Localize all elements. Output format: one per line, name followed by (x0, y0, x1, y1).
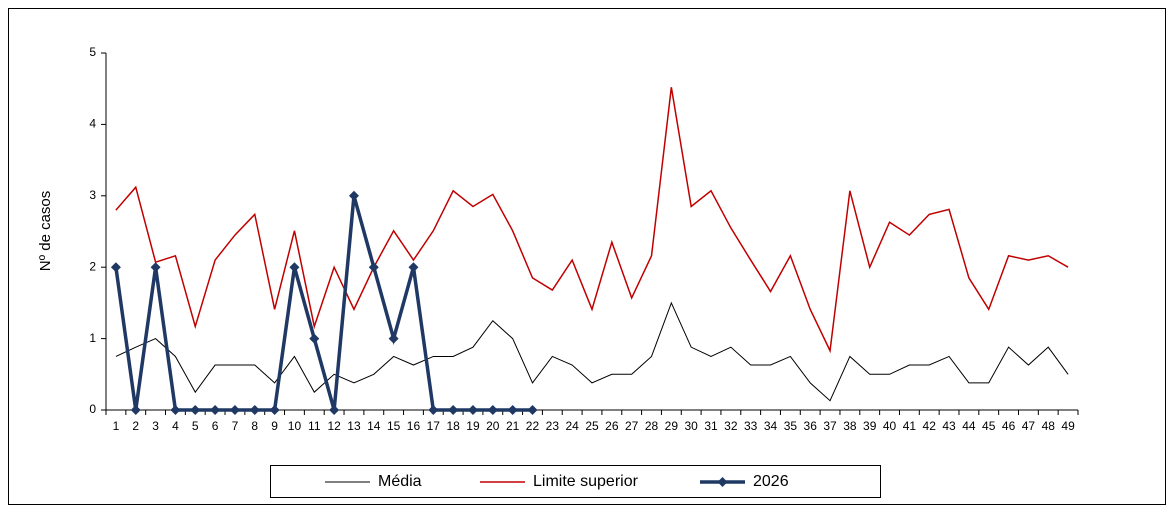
x-tick-label: 12 (327, 419, 341, 433)
legend-marker (717, 477, 728, 487)
x-tick-label: 30 (685, 419, 699, 433)
x-tick-label: 9 (271, 419, 278, 433)
y-axis-label: Nº de casos (37, 191, 54, 272)
point (309, 333, 320, 344)
x-tick-label: 34 (764, 419, 778, 433)
point (527, 405, 538, 415)
x-tick-label: 5 (192, 419, 199, 433)
point (368, 262, 379, 273)
point (170, 405, 181, 415)
y-tick-label: 3 (89, 188, 96, 202)
x-tick-label: 43 (942, 419, 956, 433)
x-tick-label: 44 (962, 419, 976, 433)
x-tick-label: 41 (903, 419, 917, 433)
x-tick-label: 35 (784, 419, 798, 433)
series-line (115, 301, 1069, 402)
x-tick-label: 42 (923, 419, 937, 433)
x-tick-label: 39 (863, 419, 877, 433)
chart-frame (8, 8, 1166, 505)
x-tick-label: 1 (113, 419, 120, 433)
legend-label: Limite superior (533, 473, 639, 490)
x-tick-label: 21 (506, 419, 520, 433)
x-tick-label: 26 (605, 419, 619, 433)
x-tick-label: 40 (883, 419, 897, 433)
x-tick-label: 47 (1022, 419, 1036, 433)
point (388, 333, 399, 344)
series-line (114, 195, 533, 412)
point (348, 190, 359, 201)
point (448, 405, 459, 415)
x-tick-label: 8 (251, 419, 258, 433)
legend-label: Média (378, 473, 422, 490)
point (507, 405, 518, 415)
x-tick-label: 29 (665, 419, 679, 433)
x-tick-label: 19 (466, 419, 480, 433)
x-tick-label: 28 (645, 419, 659, 433)
point (269, 405, 280, 415)
y-tick-label: 5 (89, 45, 96, 59)
point (289, 262, 300, 273)
y-tick-label: 4 (89, 117, 96, 131)
point (229, 405, 240, 415)
x-tick-label: 46 (1002, 419, 1016, 433)
point (210, 405, 221, 415)
x-tick-label: 36 (804, 419, 818, 433)
point (487, 405, 498, 415)
legend-box (270, 465, 881, 498)
x-tick-label: 45 (982, 419, 996, 433)
x-tick-label: 3 (152, 419, 159, 433)
x-tick-label: 32 (724, 419, 738, 433)
point (428, 405, 439, 415)
point (110, 262, 121, 273)
x-tick-label: 22 (526, 419, 540, 433)
x-tick-label: 16 (407, 419, 421, 433)
x-tick-label: 31 (704, 419, 718, 433)
x-tick-label: 6 (212, 419, 219, 433)
x-tick-label: 49 (1061, 419, 1075, 433)
x-tick-label: 38 (843, 419, 857, 433)
point (130, 405, 141, 415)
x-tick-label: 48 (1042, 419, 1056, 433)
x-tick-label: 15 (387, 419, 401, 433)
x-tick-label: 13 (347, 419, 361, 433)
x-tick-label: 18 (446, 419, 460, 433)
x-tick-label: 4 (172, 419, 179, 433)
x-tick-label: 37 (823, 419, 837, 433)
x-tick-label: 2 (132, 419, 139, 433)
point (190, 405, 201, 415)
x-tick-label: 11 (308, 419, 321, 433)
x-tick-label: 14 (367, 419, 381, 433)
y-tick-label: 0 (89, 402, 96, 416)
point (408, 262, 419, 273)
x-tick-label: 27 (625, 419, 639, 433)
x-tick-label: 23 (546, 419, 560, 433)
y-tick-label: 2 (89, 259, 96, 273)
x-tick-label: 7 (232, 419, 239, 433)
x-tick-label: 10 (288, 419, 302, 433)
legend-label: 2026 (753, 473, 789, 490)
x-tick-label: 20 (486, 419, 500, 433)
series-line (115, 87, 1069, 354)
point (150, 262, 161, 273)
x-tick-label: 17 (427, 419, 441, 433)
x-tick-label: 24 (565, 419, 579, 433)
point (249, 405, 260, 415)
y-tick-label: 1 (89, 331, 96, 345)
x-tick-label: 25 (585, 419, 599, 433)
point (329, 405, 340, 415)
x-tick-label: 33 (744, 419, 758, 433)
point (467, 405, 478, 415)
